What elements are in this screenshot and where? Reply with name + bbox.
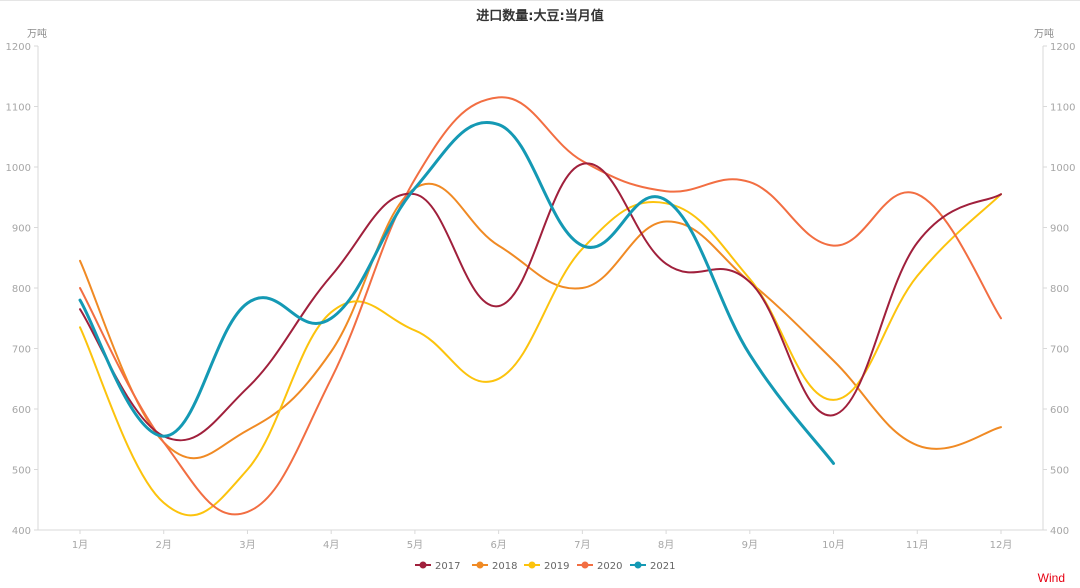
x-tick-label: 12月 bbox=[990, 539, 1013, 551]
y-tick-label-right: 600 bbox=[1050, 405, 1069, 416]
y-tick-label-right: 1000 bbox=[1050, 163, 1075, 174]
y-tick-label-right: 400 bbox=[1050, 526, 1069, 537]
y-tick-label-right: 900 bbox=[1050, 224, 1069, 235]
series-line-2017 bbox=[79, 162, 1002, 442]
legend-marker-icon bbox=[528, 561, 536, 569]
legend-item-2020[interactable]: 2020 bbox=[577, 561, 622, 572]
legend-marker-icon bbox=[476, 561, 484, 569]
y-tick-label-left: 800 bbox=[12, 284, 31, 295]
x-tick-label: 5月 bbox=[407, 539, 423, 551]
y-tick-label-right: 1100 bbox=[1050, 103, 1075, 114]
legend-item-2021[interactable]: 2021 bbox=[630, 561, 675, 572]
x-tick-label: 8月 bbox=[658, 539, 674, 551]
y-axis-left-unit: 万吨 bbox=[27, 27, 47, 40]
x-tick-label: 6月 bbox=[490, 539, 506, 551]
x-tick-label: 11月 bbox=[906, 539, 929, 551]
legend[interactable]: 2017 2018 2019 2020 2021 bbox=[415, 561, 675, 572]
y-tick-label-right: 500 bbox=[1050, 466, 1069, 477]
y-tick-label-left: 900 bbox=[12, 224, 31, 235]
y-tick-label-left: 1200 bbox=[6, 42, 31, 53]
y-tick-label-left: 1100 bbox=[6, 103, 31, 114]
series-line-2018 bbox=[79, 182, 1002, 460]
y-tick-label-left: 700 bbox=[12, 345, 31, 356]
chart-title: 进口数量:大豆:当月值 bbox=[476, 8, 603, 24]
x-tick-label: 3月 bbox=[239, 539, 255, 551]
y-tick-label-right: 800 bbox=[1050, 284, 1069, 295]
legend-label: 2021 bbox=[650, 561, 675, 572]
y-tick-label-left: 1000 bbox=[6, 163, 31, 174]
series-line-2019 bbox=[79, 193, 1002, 517]
x-tick-label: 4月 bbox=[323, 539, 339, 551]
series-line-2020 bbox=[79, 96, 1002, 516]
series-lines bbox=[78, 96, 1002, 517]
y-tick-label-left: 600 bbox=[12, 405, 31, 416]
y-tick-label-right: 700 bbox=[1050, 345, 1069, 356]
legend-marker-icon bbox=[581, 561, 589, 569]
legend-item-2018[interactable]: 2018 bbox=[472, 561, 517, 572]
legend-label: 2018 bbox=[492, 561, 517, 572]
y-tick-label-left: 400 bbox=[12, 526, 31, 537]
y-tick-label-right: 1200 bbox=[1050, 42, 1075, 53]
y-axis-right-unit: 万吨 bbox=[1034, 27, 1054, 40]
x-tick-label: 2月 bbox=[156, 539, 172, 551]
legend-label: 2019 bbox=[544, 561, 569, 572]
legend-item-2017[interactable]: 2017 bbox=[415, 561, 460, 572]
source-label: Wind bbox=[1038, 571, 1065, 585]
x-tick-label: 9月 bbox=[742, 539, 758, 551]
legend-label: 2020 bbox=[597, 561, 622, 572]
legend-item-2019[interactable]: 2019 bbox=[524, 561, 569, 572]
series-line-2021 bbox=[78, 121, 835, 465]
x-tick-label: 10月 bbox=[822, 539, 845, 551]
y-tick-label-left: 500 bbox=[12, 466, 31, 477]
legend-marker-icon bbox=[634, 561, 642, 569]
x-tick-label: 1月 bbox=[72, 539, 88, 551]
legend-marker-icon bbox=[419, 561, 427, 569]
legend-label: 2017 bbox=[435, 561, 460, 572]
x-tick-label: 7月 bbox=[574, 539, 590, 551]
axes: 400 400 500 500 600 600 700 700 800 800 900 900 1000… bbox=[6, 42, 1076, 551]
top-border bbox=[0, 0, 1080, 1]
